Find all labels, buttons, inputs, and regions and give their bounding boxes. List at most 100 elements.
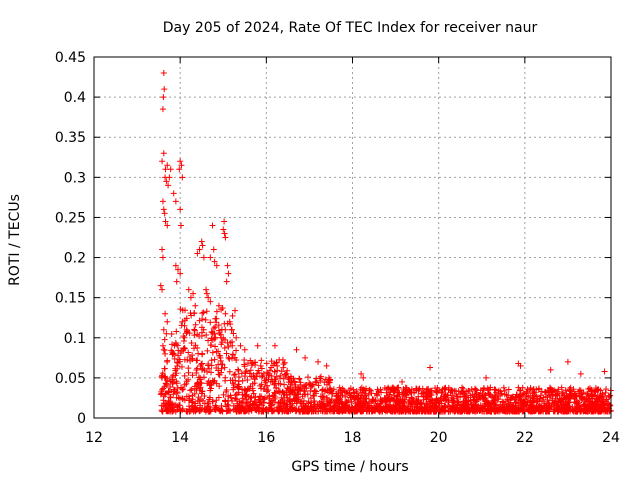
- data-point: [250, 390, 257, 397]
- data-point: [212, 334, 219, 341]
- data-point: [365, 391, 372, 398]
- x-tick-label: 18: [344, 430, 362, 446]
- data-point: [348, 407, 355, 414]
- data-point: [533, 393, 540, 400]
- data-point: [166, 399, 173, 406]
- data-point: [239, 377, 246, 384]
- data-point: [230, 330, 237, 337]
- data-point: [435, 400, 442, 407]
- data-point: [181, 372, 188, 379]
- x-tick-label: 14: [171, 430, 189, 446]
- data-point: [221, 364, 228, 371]
- data-point: [300, 397, 307, 404]
- data-point: [473, 393, 480, 400]
- data-point: [215, 302, 222, 309]
- data-point: [200, 309, 207, 316]
- data-point: [251, 375, 258, 382]
- data-point: [402, 384, 409, 391]
- data-point: [567, 384, 574, 391]
- data-point: [391, 387, 398, 394]
- data-point: [560, 402, 567, 409]
- data-point: [199, 315, 206, 322]
- data-point: [307, 404, 314, 411]
- data-point: [205, 378, 212, 385]
- data-point: [176, 166, 183, 173]
- data-point: [199, 242, 206, 249]
- data-point: [360, 386, 367, 393]
- y-tick-label: 0.45: [55, 50, 86, 66]
- data-point: [527, 408, 534, 415]
- data-point: [163, 330, 170, 337]
- data-point: [197, 408, 204, 415]
- data-point: [216, 329, 223, 336]
- data-point: [422, 405, 429, 412]
- data-point: [201, 367, 208, 374]
- data-point: [252, 394, 259, 401]
- data-point: [257, 382, 264, 389]
- data-point: [173, 328, 180, 335]
- data-point: [277, 380, 284, 387]
- data-point: [248, 373, 255, 380]
- data-point: [281, 381, 288, 388]
- data-point: [163, 178, 170, 185]
- data-point: [372, 408, 379, 415]
- data-point: [192, 302, 199, 309]
- data-point: [188, 399, 195, 406]
- data-point: [213, 364, 220, 371]
- data-point: [268, 358, 275, 365]
- data-point: [177, 206, 184, 213]
- data-point: [185, 286, 192, 293]
- data-point: [302, 354, 309, 361]
- data-point: [428, 408, 435, 415]
- data-point: [385, 396, 392, 403]
- data-point: [164, 318, 171, 325]
- data-point: [278, 368, 285, 375]
- data-point: [338, 407, 345, 414]
- data-point: [537, 392, 544, 399]
- data-point: [566, 386, 573, 393]
- data-point: [311, 402, 318, 409]
- data-point: [498, 404, 505, 411]
- data-point: [409, 408, 416, 415]
- data-point: [170, 372, 177, 379]
- data-point: [328, 396, 335, 403]
- data-point: [216, 352, 223, 359]
- data-point: [211, 356, 218, 363]
- data-point: [576, 392, 583, 399]
- axis-ticks: 0 0.05 0.1 0.15 0.2 0.25 0.3 0.35 0.4 0.45 12 14 16 1…: [55, 50, 620, 446]
- data-point: [561, 401, 568, 408]
- data-point: [551, 399, 558, 406]
- data-point: [338, 398, 345, 405]
- data-point: [208, 357, 215, 364]
- data-point: [513, 399, 520, 406]
- data-point: [260, 405, 267, 412]
- data-point: [270, 362, 277, 369]
- data-point: [309, 382, 316, 389]
- data-point: [162, 380, 169, 387]
- data-point: [215, 322, 222, 329]
- data-point: [243, 367, 250, 374]
- data-point: [262, 379, 269, 386]
- data-point: [495, 396, 502, 403]
- data-point: [162, 174, 169, 181]
- data-point: [225, 397, 232, 404]
- data-point: [207, 387, 214, 394]
- data-point: [554, 392, 561, 399]
- data-point: [212, 315, 219, 322]
- data-point: [385, 384, 392, 391]
- data-point: [198, 380, 205, 387]
- data-point: [241, 391, 248, 398]
- data-point: [218, 402, 225, 409]
- data-point: [166, 408, 173, 415]
- data-point: [157, 282, 164, 289]
- data-point: [445, 397, 452, 404]
- data-point: [448, 387, 455, 394]
- data-point: [160, 94, 167, 101]
- data-point: [164, 162, 171, 169]
- data-point: [517, 362, 524, 369]
- data-point: [206, 382, 213, 389]
- data-point: [344, 399, 351, 406]
- data-point: [319, 408, 326, 415]
- data-point: [336, 384, 343, 391]
- data-point: [374, 392, 381, 399]
